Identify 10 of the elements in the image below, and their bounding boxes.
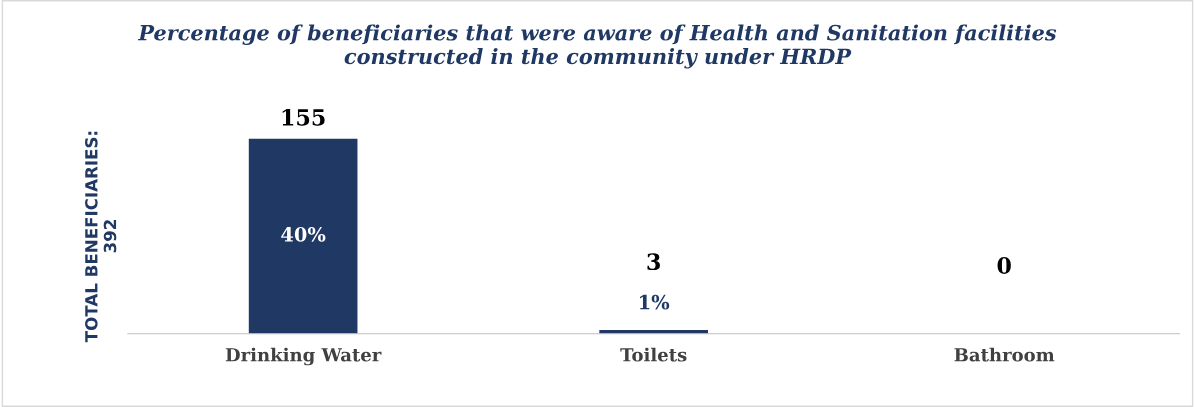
data-label: 0 xyxy=(997,257,1011,274)
annotation: 1% xyxy=(640,294,670,310)
chart-title: Percentage of beneficiaries that were aware of Health and Sanitation facilities constructed in the community under HRDP xyxy=(137,24,1057,69)
annotation: 40% xyxy=(281,226,326,242)
y-axis-title: TOTAL BENEFICIARIES: 392 xyxy=(85,131,117,343)
x-tick-label: Bathroom xyxy=(954,347,1055,362)
data-label: 155 xyxy=(282,108,325,126)
x-tick-label: Toilets xyxy=(620,347,687,362)
x-tick-label: Drinking Water xyxy=(225,347,382,366)
data-label: 3 xyxy=(647,253,660,271)
